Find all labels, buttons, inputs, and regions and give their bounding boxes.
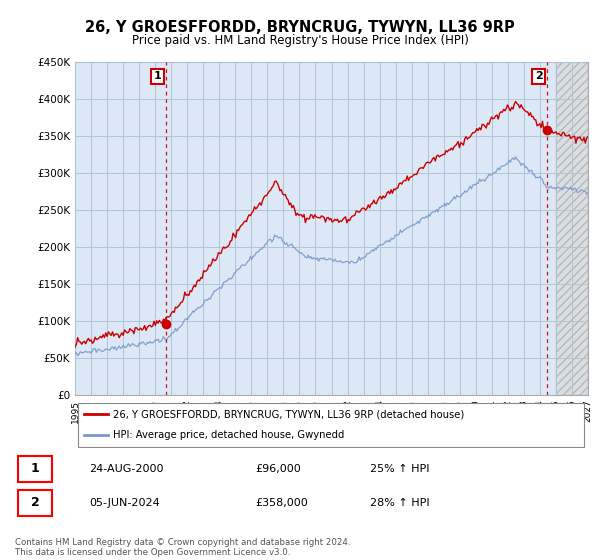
FancyBboxPatch shape — [77, 403, 584, 447]
Text: 28% ↑ HPI: 28% ↑ HPI — [370, 498, 430, 507]
Text: 05-JUN-2024: 05-JUN-2024 — [89, 498, 160, 507]
Text: 24-AUG-2000: 24-AUG-2000 — [89, 464, 164, 474]
Text: 2: 2 — [31, 496, 40, 509]
FancyBboxPatch shape — [18, 456, 52, 482]
Text: 25% ↑ HPI: 25% ↑ HPI — [370, 464, 430, 474]
Text: £96,000: £96,000 — [256, 464, 301, 474]
Text: 26, Y GROESFFORDD, BRYNCRUG, TYWYN, LL36 9RP (detached house): 26, Y GROESFFORDD, BRYNCRUG, TYWYN, LL36… — [113, 409, 465, 419]
Text: Price paid vs. HM Land Registry's House Price Index (HPI): Price paid vs. HM Land Registry's House … — [131, 34, 469, 46]
Text: 2: 2 — [535, 72, 542, 81]
Text: HPI: Average price, detached house, Gwynedd: HPI: Average price, detached house, Gwyn… — [113, 430, 345, 440]
Text: 26, Y GROESFFORDD, BRYNCRUG, TYWYN, LL36 9RP: 26, Y GROESFFORDD, BRYNCRUG, TYWYN, LL36… — [85, 20, 515, 35]
Text: Contains HM Land Registry data © Crown copyright and database right 2024.
This d: Contains HM Land Registry data © Crown c… — [15, 538, 350, 557]
FancyBboxPatch shape — [18, 489, 52, 516]
Text: 1: 1 — [154, 72, 161, 81]
Text: £358,000: £358,000 — [256, 498, 308, 507]
Text: 1: 1 — [31, 463, 40, 475]
